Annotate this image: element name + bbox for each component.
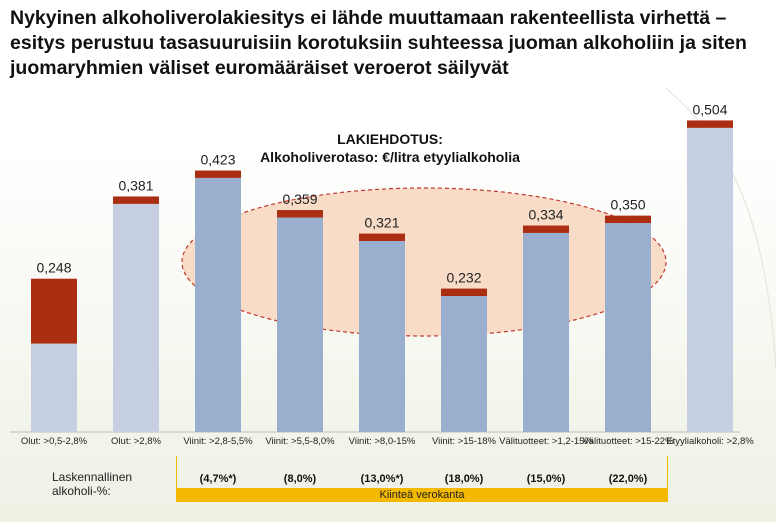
category-label-2: Olut: >2,8% [111,436,161,447]
bar-base-2 [113,203,159,432]
data-label-7: 0,334 [528,207,563,223]
bar-increase-3 [195,170,241,178]
alcohol-percent-5: (15,0%) [526,473,566,485]
bar-base-4 [277,217,323,432]
bar-base-7 [523,232,569,432]
category-label-7: Välituotteet: >1,2-15% [499,436,593,447]
data-label-8: 0,350 [610,197,645,213]
bar-increase-7 [523,225,569,233]
chart-title-line2: Alkoholiverotaso: €/litra etyylialkoholi… [260,149,520,165]
fixed-rate-bar: Kiinteä verokanta [176,488,668,502]
bar-increase-5 [359,233,405,241]
decorative-curve [665,88,776,368]
category-label-3: Viinit: >2,8-5,5% [183,436,253,447]
fixed-rate-bracket [176,456,668,488]
bar-increase-1 [31,278,77,344]
chart-title: LAKIEHDOTUS: Alkoholiverotaso: €/litra e… [180,130,600,166]
bar-base-9 [687,127,733,432]
category-label-9: Etyylialkoholi: >2,8% [666,436,754,447]
bar-base-8 [605,223,651,432]
data-label-9: 0,504 [692,101,727,117]
category-label-6: Viinit: >15-18% [432,436,496,447]
highlight-ellipse [181,187,667,337]
category-label-4: Viinit: >5,5-8,0% [265,436,335,447]
alcohol-percent-1: (4,7%*) [199,473,237,485]
bar-base-3 [195,177,241,432]
alcohol-percent-3: (13,0%*) [360,473,404,485]
bar-base-5 [359,240,405,432]
bar-increase-2 [113,196,159,204]
chart-title-line1: LAKIEHDOTUS: [337,131,443,147]
category-label-8: Välituotteet: >15-22% [582,436,674,447]
data-label-3: 0,423 [200,152,235,168]
data-label-6: 0,232 [446,270,481,286]
bar-increase-9 [687,120,733,128]
data-label-2: 0,381 [118,177,153,193]
alcohol-row-label: Laskennallinen alkoholi-%: [52,470,133,498]
data-label-4: 0,359 [282,191,317,207]
alcohol-percent-6: (22,0%) [608,473,648,485]
data-label-5: 0,321 [364,215,399,231]
bar-base-6 [441,296,487,432]
page-title: Nykyinen alkoholiverolakiesitys ei lähde… [10,7,747,79]
bar-increase-4 [277,210,323,218]
category-label-1: Olut: >0,5-2,8% [20,436,88,447]
bar-base-1 [31,343,77,432]
bar-increase-6 [441,288,487,296]
alcohol-percent-2: (8,0%) [283,473,317,485]
alcohol-percent-4: (18,0%) [444,473,484,485]
bar-increase-8 [605,215,651,224]
category-label-5: Viinit: >8,0-15% [348,436,416,447]
data-label-1: 0,248 [36,260,71,276]
